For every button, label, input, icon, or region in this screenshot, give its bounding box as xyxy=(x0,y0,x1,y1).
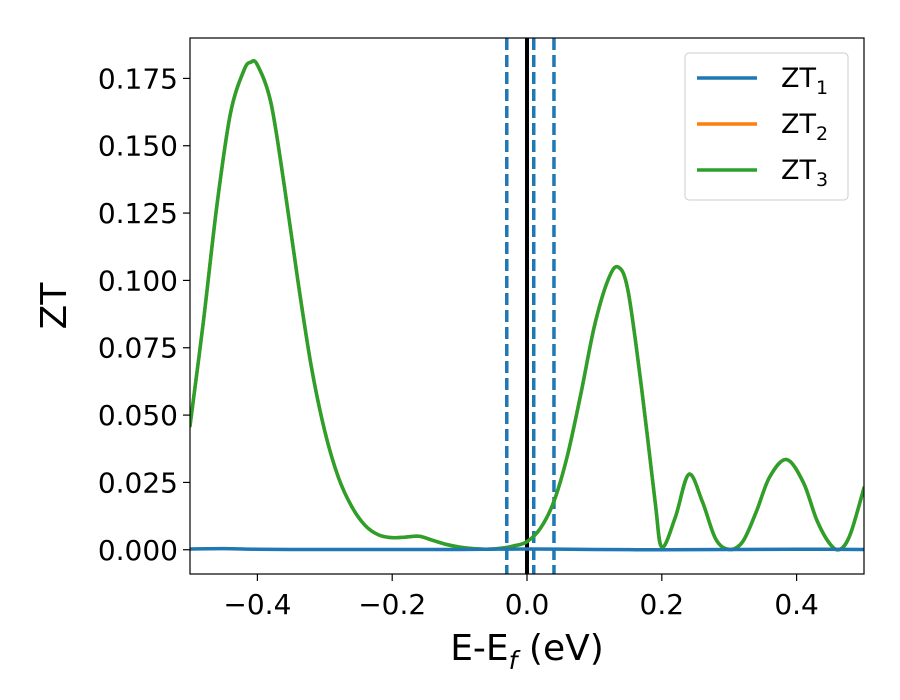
legend-box xyxy=(684,52,849,201)
y-tick-label: 0.025 xyxy=(98,466,178,499)
x-axis: −0.4 −0.2 0.0 0.2 0.4 xyxy=(223,574,819,621)
legend-item-zt1: ZT1 xyxy=(697,63,828,99)
legend-item-zt2: ZT2 xyxy=(697,109,828,145)
series-line-zt1 xyxy=(190,546,864,552)
y-tick-label: 0.150 xyxy=(98,130,178,163)
y-axis-label: ZT xyxy=(34,282,75,330)
x-tick-label: −0.4 xyxy=(223,588,291,621)
legend-label: ZT2 xyxy=(781,109,828,145)
legend-label: ZT3 xyxy=(781,155,828,191)
legend-label: ZT1 xyxy=(781,63,828,99)
reference-lines xyxy=(505,38,556,574)
y-tick-label: 0.000 xyxy=(98,534,178,567)
y-tick-label: 0.125 xyxy=(98,197,178,230)
series-line-zt3 xyxy=(190,59,864,552)
x-tick-label: 0.4 xyxy=(774,588,819,621)
y-axis: 0.000 0.025 0.050 0.075 0.100 0.125 0.150 0.175 xyxy=(98,62,190,567)
legend-item-zt3: ZT3 xyxy=(697,155,828,191)
x-tick-label: −0.2 xyxy=(358,588,426,621)
x-axis-label: E-Ef (eV) xyxy=(450,628,604,675)
y-tick-label: 0.050 xyxy=(98,399,178,432)
x-tick-label: 0.2 xyxy=(640,588,685,621)
y-tick-label: 0.175 xyxy=(98,62,178,95)
x-tick-label: 0.0 xyxy=(505,588,550,621)
series-layer xyxy=(190,59,864,552)
y-tick-label: 0.075 xyxy=(98,332,178,365)
y-tick-label: 0.100 xyxy=(98,264,178,297)
legend: ZT1 ZT2 ZT3 xyxy=(684,52,849,201)
